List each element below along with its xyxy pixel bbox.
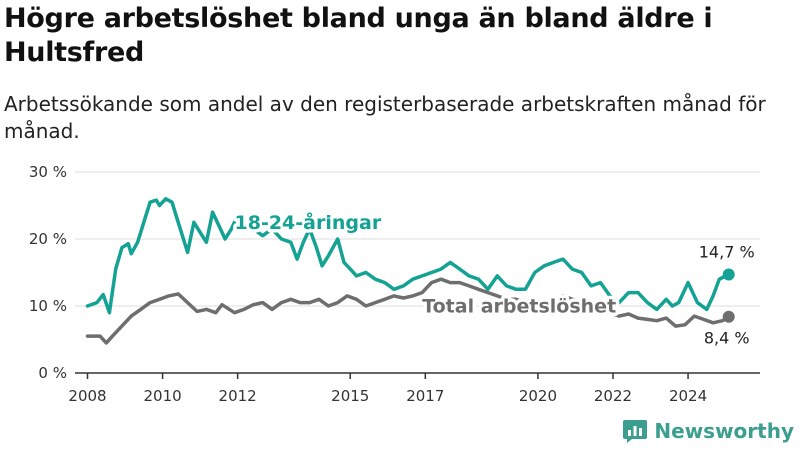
end-value-youth: 14,7 % [699,243,755,262]
brand-name: Newsworthy [654,419,794,443]
newsworthy-logo-icon [623,420,648,443]
x-tick-label: 2012 [219,387,257,405]
x-tick-label: 2024 [669,387,707,405]
x-tick-label: 2022 [594,387,632,405]
series-labels: 18-24-åringar Total arbetslöshet 14,7 % … [231,206,755,348]
y-tick-label: 30 % [29,163,67,181]
y-tick-label: 10 % [29,297,67,315]
x-tick-label: 2015 [331,387,369,405]
y-tick-label: 20 % [29,230,67,248]
chart-title: Högre arbetslöshet bland unga än bland ä… [4,3,713,68]
youth-line [85,197,731,315]
series-lines [85,197,735,345]
end-value-total: 8,4 % [704,329,750,348]
total-line [85,277,731,345]
chart-subtitle: Arbetssökande som andel av den registerb… [4,92,766,143]
youth-end-point [722,268,735,281]
total-end-point [722,310,735,323]
x-tick-label: 2008 [68,387,106,405]
x-tick-label: 2017 [406,387,444,405]
series-label-total: Total arbetslöshet [422,296,616,318]
axes: 0 % 10 % 20 % 30 % 2008 2010 2012 2015 2017 2020 2… [29,163,707,405]
brand-logo: Newsworthy [622,418,794,444]
series-label-youth: 18-24-åringar [235,210,382,234]
y-tick-label: 0 % [38,364,67,382]
x-tick-label: 2020 [519,387,557,405]
gridlines [75,171,760,374]
x-tick-label: 2010 [143,387,181,405]
